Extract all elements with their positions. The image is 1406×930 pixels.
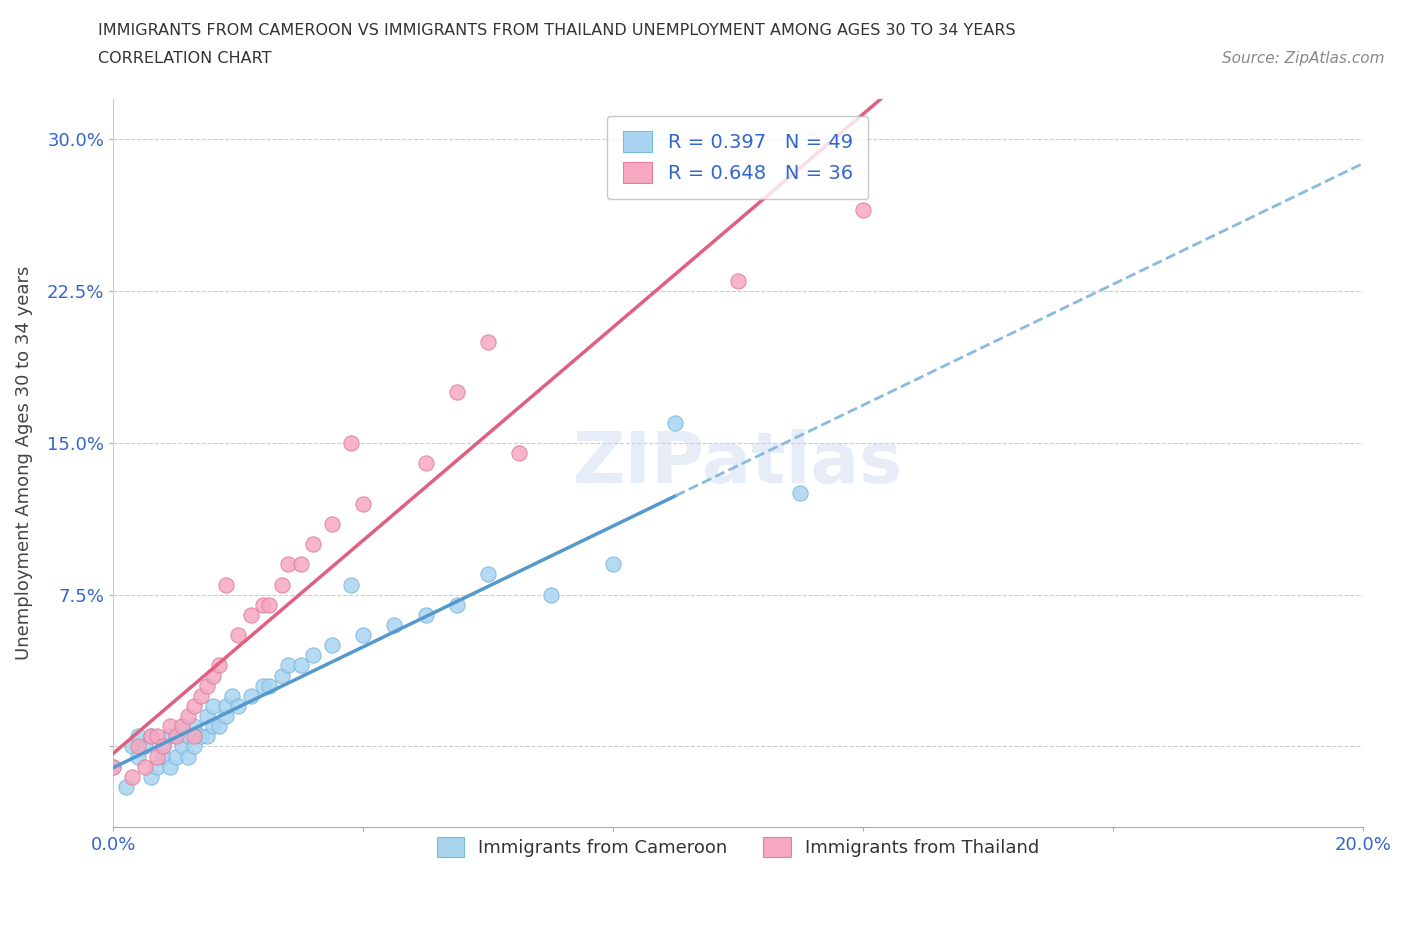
Point [159,759,181,774]
Point [252,678,274,693]
Point [190,729,212,744]
Point [727,273,749,288]
Point [789,486,811,501]
Point [159,719,181,734]
Point [195,729,218,744]
Point [852,203,875,218]
Point [259,597,281,612]
Point [382,618,405,632]
Point [602,557,624,572]
Text: Source: ZipAtlas.com: Source: ZipAtlas.com [1222,51,1385,66]
Point [165,729,187,744]
Point [121,769,143,784]
Point [146,729,169,744]
Point [195,678,218,693]
Point [103,759,125,774]
Point [271,577,294,591]
Point [177,729,200,744]
Point [183,739,205,754]
Point [477,567,499,582]
Point [202,719,225,734]
Text: CORRELATION CHART: CORRELATION CHART [98,51,271,66]
Point [152,739,174,754]
Point [208,658,231,673]
Point [103,759,125,774]
Point [221,688,243,703]
Point [202,698,225,713]
Point [239,607,262,622]
Point [239,688,262,703]
Point [134,739,156,754]
Point [215,577,238,591]
Point [139,769,162,784]
Point [152,739,174,754]
Point [352,496,374,511]
Point [446,597,468,612]
Point [277,557,299,572]
Point [477,334,499,349]
Point [259,678,281,693]
Point [271,668,294,683]
Point [215,709,238,724]
Point [134,759,156,774]
Legend: Immigrants from Cameroon, Immigrants from Thailand: Immigrants from Cameroon, Immigrants fro… [425,824,1052,870]
Point [321,638,343,653]
Point [139,729,162,744]
Point [202,668,225,683]
Point [321,516,343,531]
Point [165,729,187,744]
Point [664,415,686,430]
Point [177,709,200,724]
Point [415,456,437,471]
Point [215,698,238,713]
Point [290,557,312,572]
Point [277,658,299,673]
Point [252,597,274,612]
Point [183,729,205,744]
Point [226,628,249,643]
Point [152,749,174,764]
Point [446,385,468,400]
Point [352,628,374,643]
Point [302,537,325,551]
Point [540,587,562,602]
Point [165,749,187,764]
Point [508,445,530,460]
Point [170,719,193,734]
Point [170,739,193,754]
Point [170,719,193,734]
Point [127,729,149,744]
Text: ZIPatlas: ZIPatlas [572,429,903,498]
Point [159,729,181,744]
Point [183,719,205,734]
Point [177,749,200,764]
Point [139,729,162,744]
Point [183,698,205,713]
Point [146,749,169,764]
Point [226,698,249,713]
Y-axis label: Unemployment Among Ages 30 to 34 years: Unemployment Among Ages 30 to 34 years [15,266,32,660]
Point [339,435,361,450]
Text: IMMIGRANTS FROM CAMEROON VS IMMIGRANTS FROM THAILAND UNEMPLOYMENT AMONG AGES 30 : IMMIGRANTS FROM CAMEROON VS IMMIGRANTS F… [98,23,1017,38]
Point [127,749,149,764]
Point [114,779,136,794]
Point [208,719,231,734]
Point [195,709,218,724]
Point [290,658,312,673]
Point [190,688,212,703]
Point [121,739,143,754]
Point [302,648,325,663]
Point [339,577,361,591]
Point [127,739,149,754]
Point [415,607,437,622]
Point [146,759,169,774]
